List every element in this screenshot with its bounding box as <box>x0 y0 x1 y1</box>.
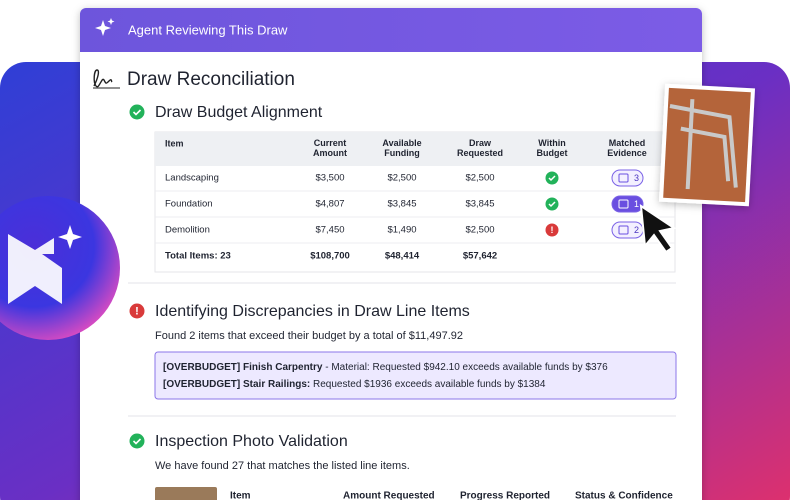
column-header: Item <box>165 138 184 148</box>
budget-status <box>545 223 559 237</box>
table-header <box>155 132 675 166</box>
overbudget-line: [OVERBUDGET] Finish Carpentry - Material… <box>163 362 608 373</box>
total-cell: $48,414 <box>385 251 420 262</box>
column-header: Matched Evidence <box>607 138 647 158</box>
alert-mark: ! <box>551 225 554 235</box>
cursor <box>639 203 677 254</box>
column-header: Available Funding <box>382 138 421 158</box>
image-icon <box>618 199 629 209</box>
alert-mark: ! <box>135 305 139 317</box>
overbudget-box <box>154 351 677 400</box>
logo-orb <box>0 196 120 340</box>
thumbnail <box>155 487 217 500</box>
cell: $2,500 <box>465 225 494 236</box>
overbudget-text: Requested $1936 exceeds available funds … <box>310 379 546 390</box>
column-header: Current Amount <box>313 138 347 158</box>
cell: $7,450 <box>315 225 344 236</box>
total-cell: $57,642 <box>463 251 497 262</box>
page-title: Draw Reconciliation <box>127 69 295 90</box>
check-mark <box>548 175 556 182</box>
header-title: Agent Reviewing This Draw <box>128 22 288 37</box>
cell: $2,500 <box>387 173 416 184</box>
overbudget-line: [OVERBUDGET] Stair Railings: Requested $… <box>163 379 546 390</box>
column-header: Draw Requested <box>457 138 503 158</box>
header-bar <box>80 8 702 52</box>
check-icon <box>129 104 145 120</box>
column-header: Progress Reported <box>460 491 550 500</box>
overbudget-label: [OVERBUDGET] Stair Railings: <box>163 379 310 390</box>
column-header: Item <box>230 491 251 500</box>
card: Agent Reviewing This Draw Draw Reconcili… <box>80 8 702 500</box>
overbudget-label: [OVERBUDGET] Finish Carpentry <box>163 362 323 373</box>
photo <box>658 83 756 207</box>
column-header: Within Budget <box>537 138 568 158</box>
check-mark <box>132 438 142 445</box>
evidence-count: 1 <box>634 199 639 209</box>
alert-icon <box>129 303 145 319</box>
signature-icon <box>93 69 113 88</box>
overbudget-text: - Material: Requested $942.10 exceeds av… <box>322 362 608 373</box>
cell: Foundation <box>165 199 213 210</box>
evidence-count: 3 <box>634 173 639 183</box>
cell: $3,845 <box>465 199 494 210</box>
section-title: Draw Budget Alignment <box>155 104 323 121</box>
image-icon <box>618 173 629 183</box>
cell: $3,845 <box>387 199 416 210</box>
summary: Found 2 items that exceed their budget b… <box>155 330 463 342</box>
cell: Demolition <box>165 225 210 236</box>
check-icon <box>129 433 145 449</box>
section-title: Inspection Photo Validation <box>155 433 348 450</box>
summary: We have found 27 that matches the listed… <box>155 460 410 472</box>
evidence-count: 2 <box>634 225 639 235</box>
column-header: Amount Requested <box>343 491 435 500</box>
cell: $2,500 <box>465 173 494 184</box>
section-title: Identifying Discrepancies in Draw Line I… <box>155 303 470 320</box>
check-mark <box>548 201 556 208</box>
total-cell: $108,700 <box>310 251 350 262</box>
column-header: Status & Confidence <box>575 491 673 500</box>
check-mark <box>132 109 142 116</box>
total-cell: Total Items: 23 <box>165 251 231 262</box>
cell: Landscaping <box>165 173 219 184</box>
image-icon <box>618 225 629 235</box>
sparkle-icon <box>95 18 115 36</box>
cell: $4,807 <box>315 199 344 210</box>
cell: $3,500 <box>315 173 344 184</box>
cell: $1,490 <box>387 225 416 236</box>
